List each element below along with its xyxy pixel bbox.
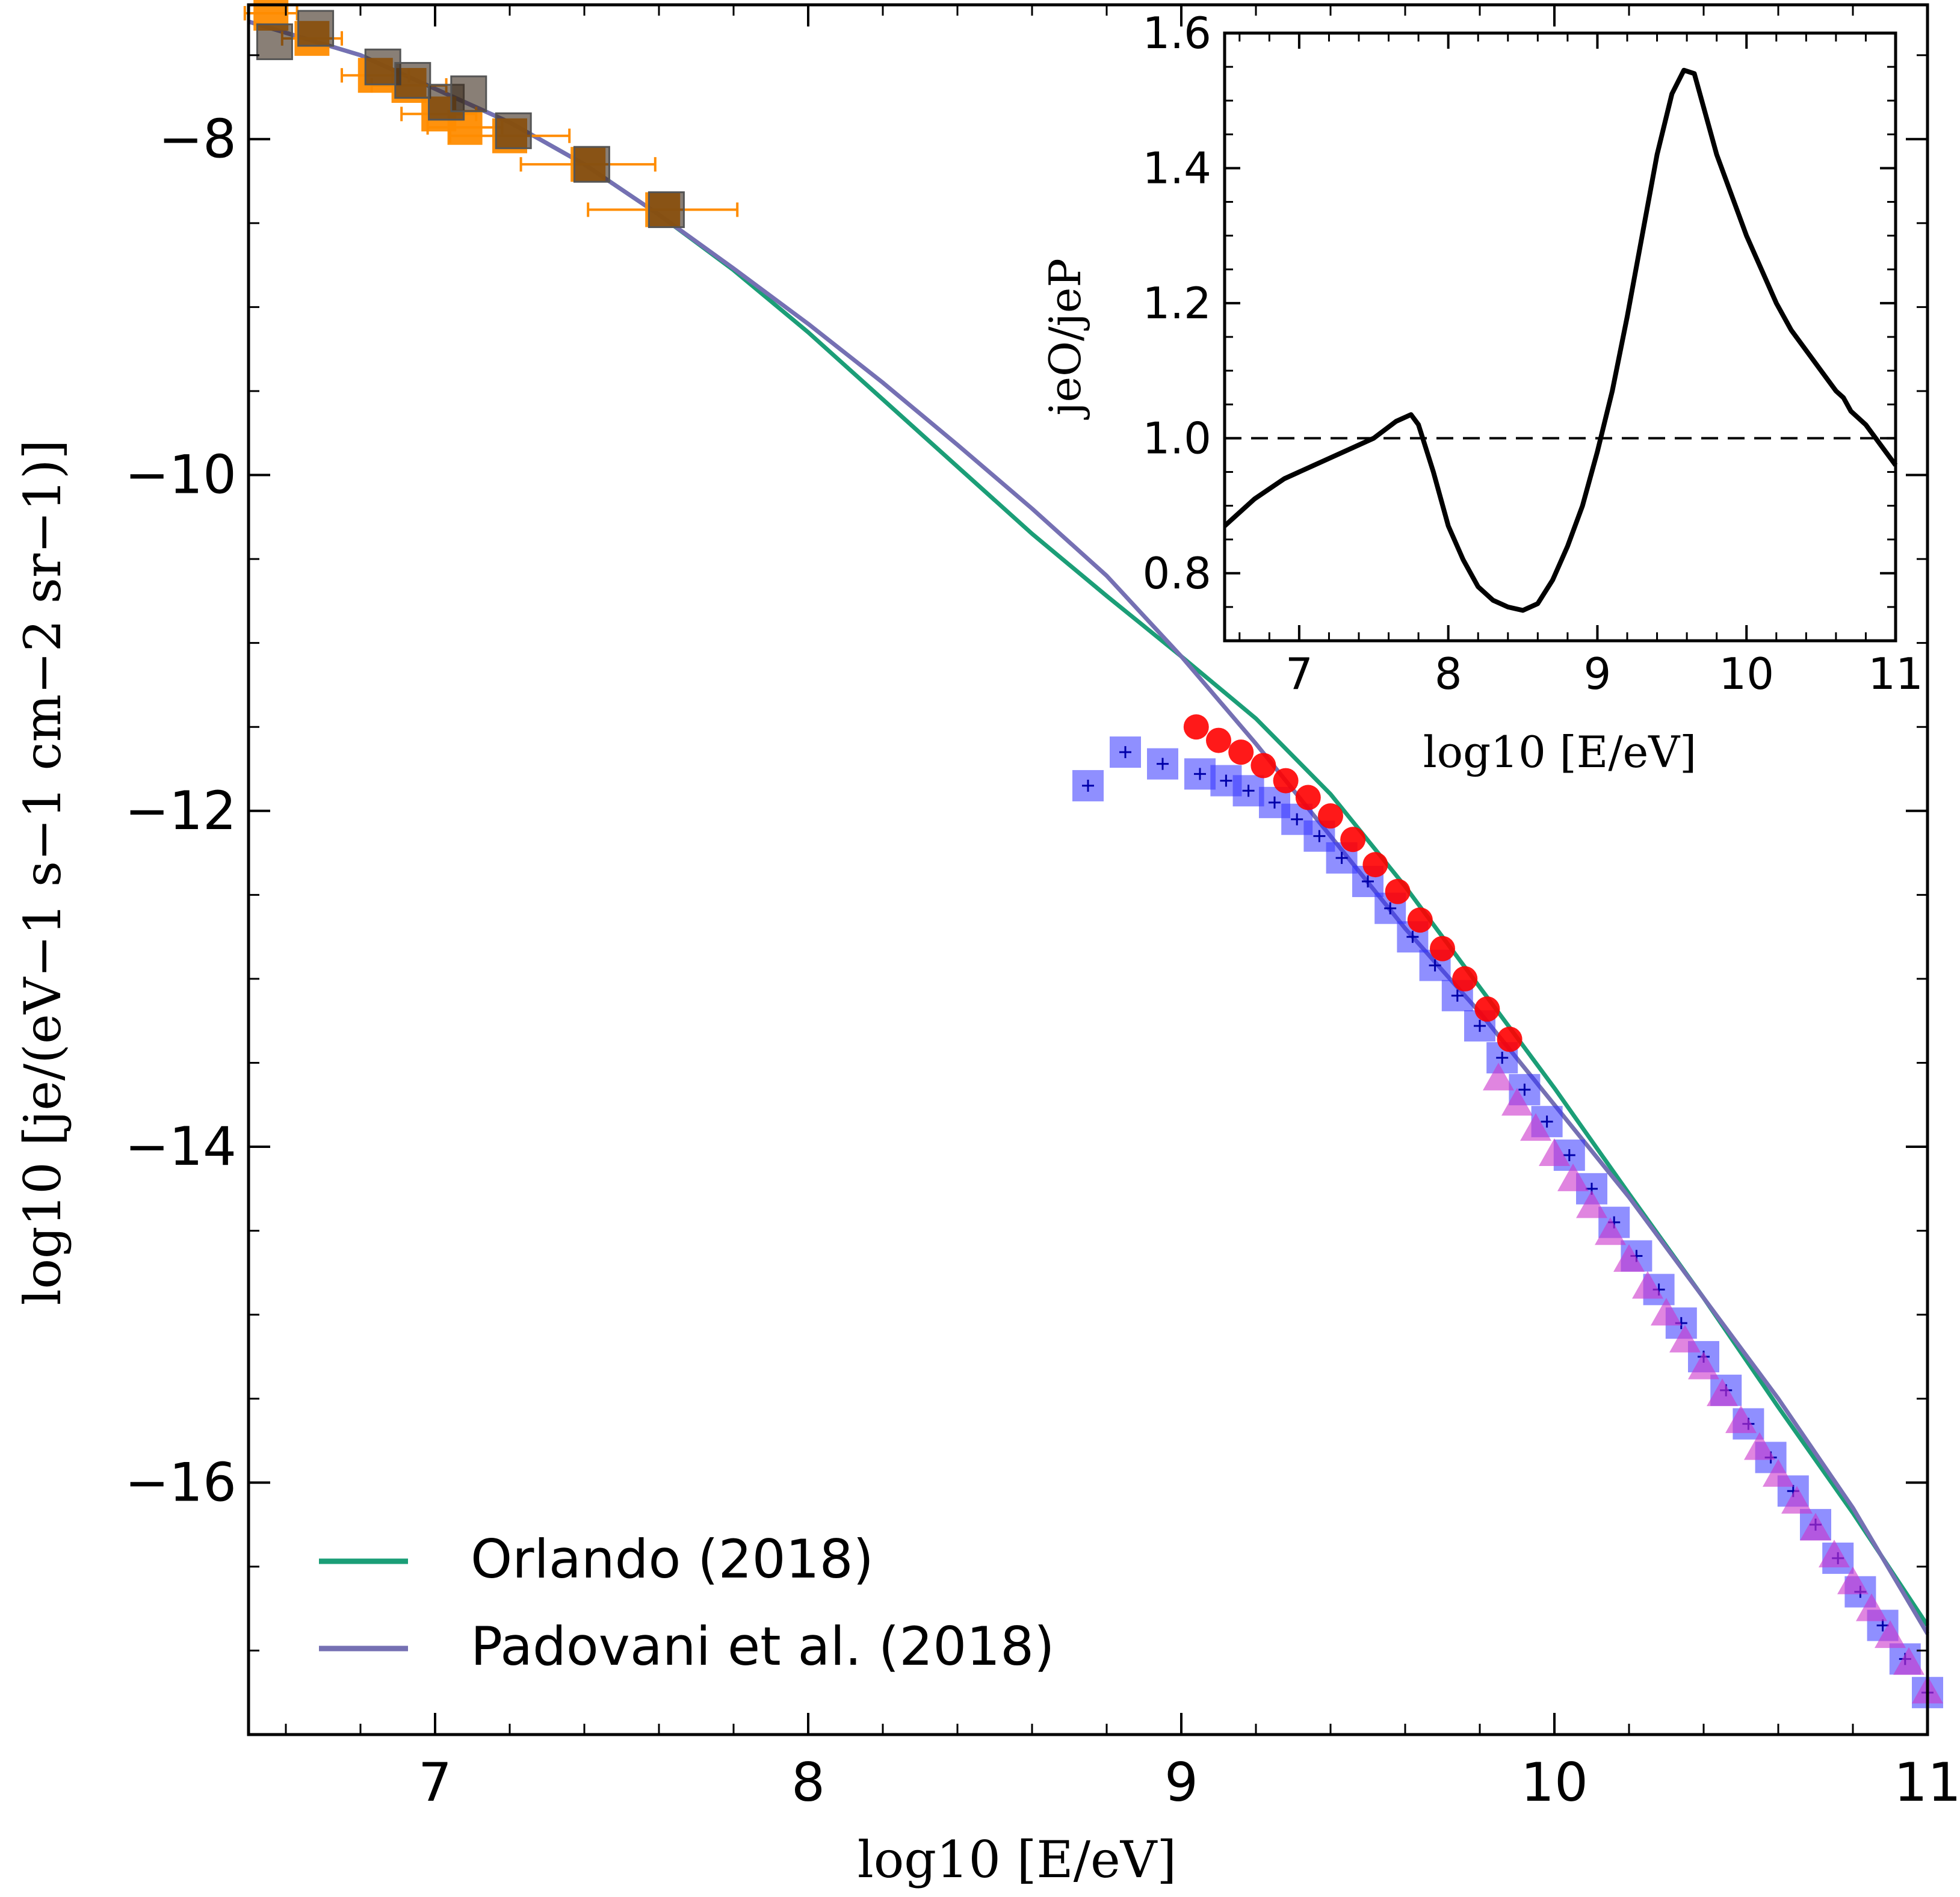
inset-y-tick-label: 0.8 [1142, 548, 1211, 599]
red-circle-point [1273, 768, 1299, 794]
inset-x-axis-label: log10 [E/eV] [1423, 727, 1697, 777]
inset-y-tick-label: 1.6 [1142, 8, 1211, 58]
red-circle-point [1430, 936, 1455, 961]
grey-square-point [394, 62, 431, 99]
magenta-triangle-point [1837, 1566, 1869, 1594]
magenta-triangle-point [1651, 1298, 1682, 1326]
magenta-triangle-point [1613, 1244, 1645, 1272]
red-circle-point [1474, 996, 1500, 1022]
magenta-triangle-point [1893, 1647, 1924, 1675]
red-circle-point [1340, 827, 1366, 853]
main-x-tick-label: 8 [791, 1751, 825, 1813]
red-circle-point [1183, 714, 1209, 740]
red-circle-point [1497, 1026, 1523, 1052]
main-plot: 7 8 9 10 11 −8 −10 −12 −14 −16 log10 [E/eV] log1… [13, 0, 1960, 1889]
magenta-triangle-point [1632, 1271, 1663, 1299]
grey-square-point [256, 23, 293, 60]
magenta-triangle-point [1501, 1088, 1533, 1116]
main-y-tick-label: −10 [125, 444, 236, 506]
magenta-triangle-point [1725, 1405, 1757, 1433]
inset-x-tick-label: 9 [1584, 649, 1612, 699]
magenta-triangle-point [1688, 1351, 1719, 1380]
red-circle-point [1385, 878, 1411, 904]
main-y-tick-label: −12 [125, 780, 236, 842]
legend: Orlando (2018) Padovani et al. (2018) [319, 1528, 1055, 1677]
inset-y-tick-label: 1.4 [1142, 143, 1211, 193]
main-x-tick-labels: 7 8 9 10 11 [418, 1751, 1960, 1813]
grey-square-point [648, 191, 685, 229]
inset-x-tick-label: 8 [1435, 649, 1462, 699]
main-x-tick-label: 11 [1894, 1751, 1960, 1813]
inset-y-axis-label: jeO/jeP [1040, 258, 1090, 420]
magenta-triangle-point [1800, 1513, 1831, 1541]
red-circle-point [1206, 727, 1231, 753]
inset-x-tick-label: 10 [1719, 649, 1774, 699]
magenta-triangle-point [1744, 1432, 1775, 1460]
magenta-triangle-point [1781, 1485, 1813, 1514]
inset-series-layer [1223, 67, 1898, 613]
inset-y-tick-label: 1.0 [1142, 413, 1211, 463]
main-series-layer [243, 0, 1943, 1709]
magenta-triangle-point [1856, 1593, 1887, 1621]
inset-ratio-line [1223, 67, 1898, 613]
inset-x-tick-label: 7 [1285, 649, 1313, 699]
inset-x-tick-labels: 7 8 9 10 11 [1285, 649, 1923, 699]
main-y-tick-labels: −8 −10 −12 −14 −16 [125, 108, 236, 1513]
red-circle-point [1295, 785, 1321, 810]
main-y-axis-label: log10 [je/(eV−1 s−1 cm−2 sr−1)] [13, 440, 72, 1306]
main-y-tick-label: −14 [125, 1115, 236, 1177]
magenta-triangle-point [1763, 1459, 1794, 1487]
legend-label-orlando: Orlando (2018) [471, 1528, 874, 1590]
magenta-triangle-point [1557, 1163, 1589, 1191]
red-circle-point [1407, 907, 1433, 933]
inset-ticks [1225, 32, 1897, 642]
magenta-triangle-point [1595, 1217, 1626, 1245]
grey-square-point [495, 112, 532, 149]
magenta-triangle-point [1875, 1620, 1906, 1649]
main-x-tick-label: 9 [1164, 1751, 1198, 1813]
magenta-triangle-point [1520, 1113, 1551, 1141]
grey-square-point [450, 75, 487, 113]
inset-y-tick-label: 1.2 [1142, 278, 1211, 329]
magenta-triangle-point [1707, 1378, 1738, 1407]
red-circle-point [1452, 966, 1478, 992]
red-circle-point [1228, 739, 1254, 765]
main-ticks [249, 5, 1929, 1736]
magenta-triangle-point [1576, 1190, 1607, 1218]
inset-plot: 7 8 9 10 11 0.8 1.0 1.2 1.4 1.6 log10 [E/eV] jeO… [1040, 8, 1923, 777]
grey-square-point [297, 10, 335, 47]
inset-x-tick-label: 11 [1868, 649, 1923, 699]
magenta-triangle-point [1539, 1138, 1570, 1167]
main-x-tick-label: 10 [1521, 1751, 1588, 1813]
main-x-tick-label: 7 [418, 1751, 452, 1813]
grey-square-point [573, 146, 610, 183]
legend-label-padovani: Padovani et al. (2018) [471, 1615, 1055, 1677]
red-circle-point [1362, 852, 1388, 878]
series-line-padovani-et-al-2018- [247, 19, 1930, 1635]
inset-y-tick-labels: 0.8 1.0 1.2 1.4 1.6 [1142, 8, 1211, 599]
magenta-triangle-point [1819, 1540, 1850, 1568]
red-circle-point [1318, 803, 1343, 829]
main-y-tick-label: −8 [158, 108, 236, 170]
main-plot-frame [247, 3, 1929, 1736]
main-x-axis-label: log10 [E/eV] [858, 1830, 1176, 1889]
magenta-triangle-point [1669, 1324, 1701, 1353]
inset-background [1225, 33, 1896, 641]
main-y-tick-label: −16 [125, 1451, 236, 1513]
magenta-triangle-point [1483, 1063, 1514, 1091]
red-circle-point [1251, 753, 1276, 779]
